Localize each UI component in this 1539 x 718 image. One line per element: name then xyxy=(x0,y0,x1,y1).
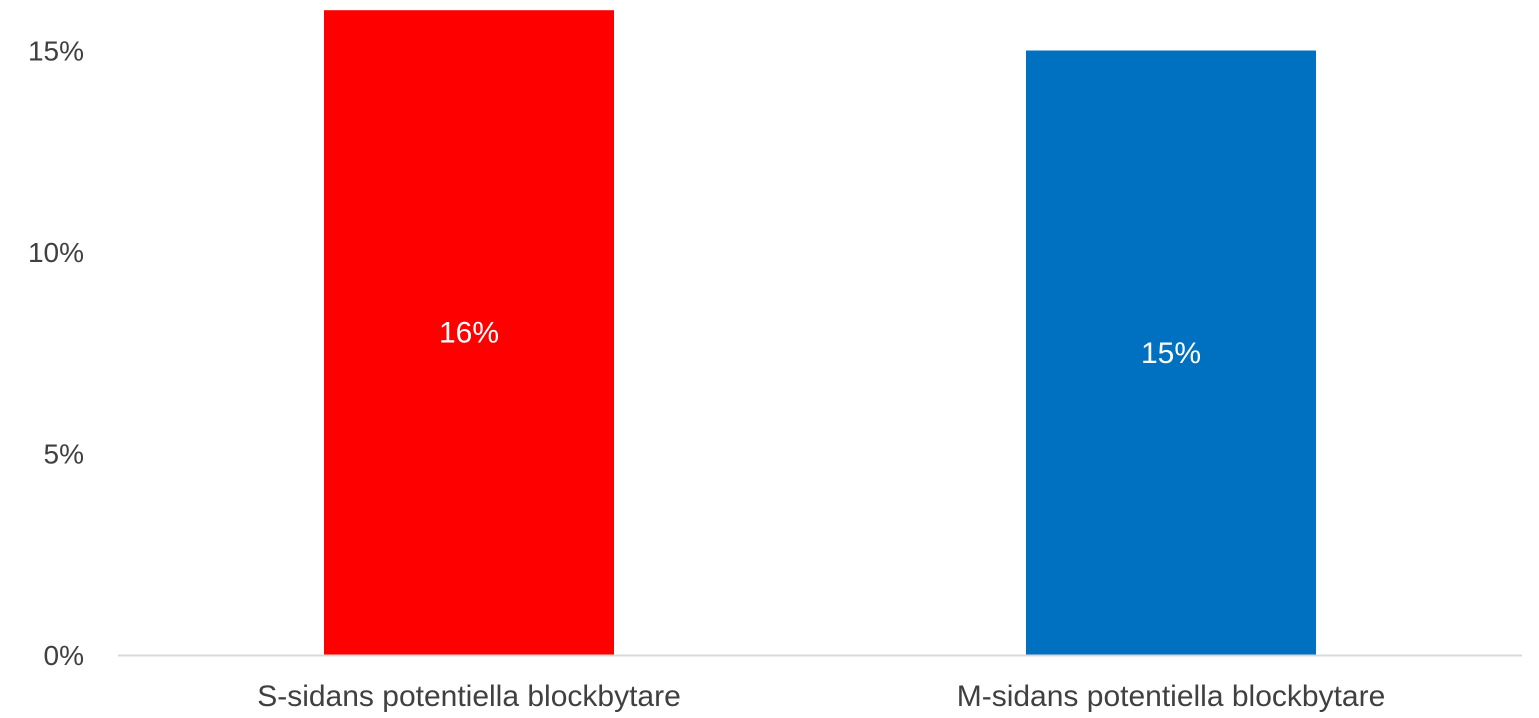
category-label: S-sidans potentiella blockbytare xyxy=(257,680,681,713)
y-tick-label: 15% xyxy=(28,36,84,67)
bar xyxy=(324,10,614,655)
bar xyxy=(1026,50,1316,655)
y-tick-label: 10% xyxy=(28,237,84,268)
category-label: M-sidans potentiella blockbytare xyxy=(957,680,1386,713)
data-label: 15% xyxy=(1141,337,1201,370)
y-tick-label: 0% xyxy=(44,640,84,671)
data-label: 16% xyxy=(439,317,499,350)
data-labels: 16% 15% xyxy=(439,317,1201,370)
y-axis-tick-labels: 0% 5% 10% 15% xyxy=(28,36,84,672)
y-tick-label: 5% xyxy=(44,439,84,470)
category-labels: S-sidans potentiella blockbytare M-sidans… xyxy=(257,680,1385,713)
bars xyxy=(324,10,1316,655)
